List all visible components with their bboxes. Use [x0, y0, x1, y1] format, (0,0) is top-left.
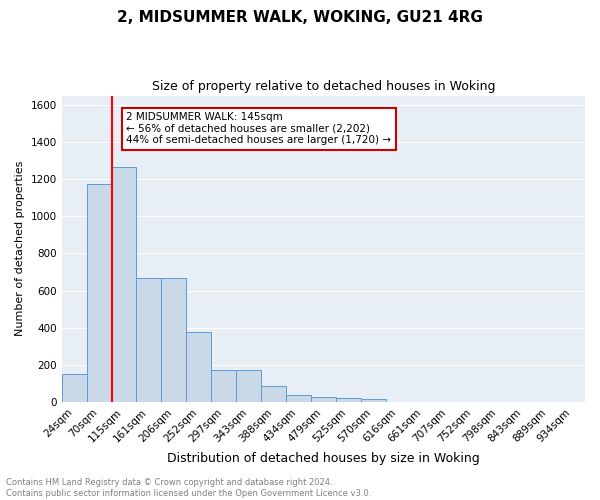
Bar — [186, 332, 211, 402]
Bar — [311, 398, 336, 402]
Text: 2 MIDSUMMER WALK: 145sqm
← 56% of detached houses are smaller (2,202)
44% of sem: 2 MIDSUMMER WALK: 145sqm ← 56% of detach… — [127, 112, 391, 146]
Bar — [136, 278, 161, 402]
Bar — [86, 184, 112, 402]
Bar — [361, 399, 386, 402]
Y-axis label: Number of detached properties: Number of detached properties — [15, 161, 25, 336]
Bar — [112, 167, 136, 402]
Bar — [286, 396, 311, 402]
Text: 2, MIDSUMMER WALK, WOKING, GU21 4RG: 2, MIDSUMMER WALK, WOKING, GU21 4RG — [117, 10, 483, 25]
Bar — [62, 374, 86, 402]
Title: Size of property relative to detached houses in Woking: Size of property relative to detached ho… — [152, 80, 495, 93]
Bar — [236, 370, 261, 402]
Bar — [161, 278, 186, 402]
Text: Contains HM Land Registry data © Crown copyright and database right 2024.
Contai: Contains HM Land Registry data © Crown c… — [6, 478, 371, 498]
X-axis label: Distribution of detached houses by size in Woking: Distribution of detached houses by size … — [167, 452, 480, 465]
Bar — [211, 370, 236, 402]
Bar — [336, 398, 361, 402]
Bar — [261, 386, 286, 402]
